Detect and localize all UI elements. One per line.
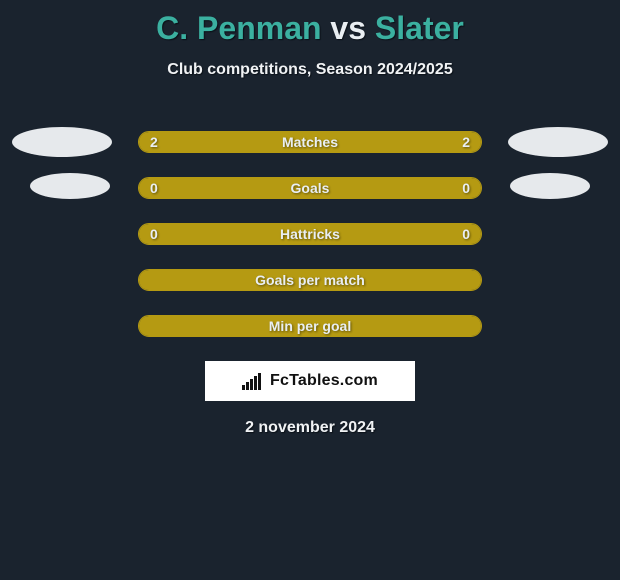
stat-bar-track [138, 269, 482, 291]
stat-bar-fill-left [139, 316, 481, 336]
stat-rows-container: Matches22Goals00Hattricks00Goals per mat… [0, 119, 620, 349]
player1-name: C. Penman [156, 10, 321, 46]
stat-bar-fill-left [139, 178, 481, 198]
player2-badge-icon [508, 127, 608, 157]
player1-badge-icon [12, 127, 112, 157]
comparison-title: C. Penman vs Slater [0, 0, 620, 47]
snapshot-date: 2 november 2024 [0, 419, 620, 437]
stat-row: Hattricks00 [0, 211, 620, 257]
logo-text: FcTables.com [270, 372, 378, 390]
stat-row: Min per goal [0, 303, 620, 349]
barchart-icon [242, 372, 264, 390]
stat-bar-track [138, 177, 482, 199]
logo-box: FcTables.com [205, 361, 415, 401]
stat-bar-fill-left [139, 270, 481, 290]
player2-name: Slater [375, 10, 464, 46]
stat-row: Goals per match [0, 257, 620, 303]
player1-badge-icon [30, 173, 110, 199]
stat-row: Goals00 [0, 165, 620, 211]
stat-bar-track [138, 315, 482, 337]
stat-bar-fill-left [139, 132, 481, 152]
subtitle-text: Club competitions, Season 2024/2025 [0, 61, 620, 79]
stat-bar-fill-left [139, 224, 481, 244]
stat-bar-track [138, 131, 482, 153]
vs-text: vs [330, 10, 366, 46]
stat-row: Matches22 [0, 119, 620, 165]
stat-bar-track [138, 223, 482, 245]
player2-badge-icon [510, 173, 590, 199]
